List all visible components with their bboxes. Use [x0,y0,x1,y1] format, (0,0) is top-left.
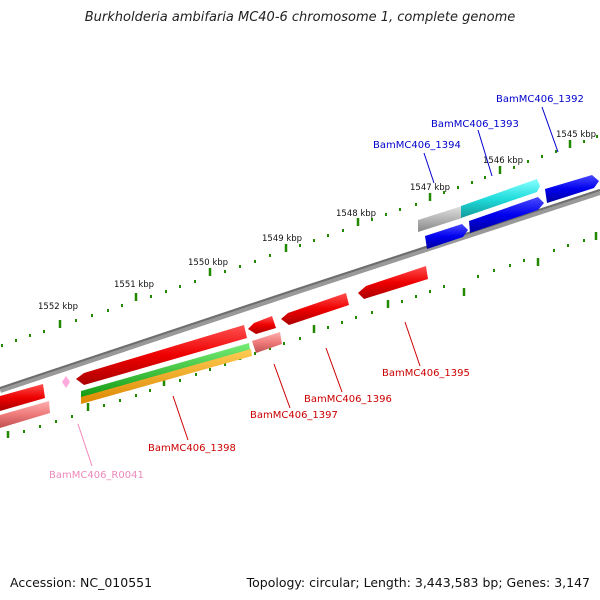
scale-label-1546: 1546 kbp [483,156,523,166]
leader-r0041 [77,423,93,467]
gene-feature-1395[interactable] [358,266,428,299]
inner-scale-ticks [6,232,598,438]
scale-label-1547: 1547 kbp [410,183,450,193]
gene-label-1392: BamMC406_1392 [496,94,584,105]
leader-1394 [423,152,435,184]
leader-1393 [477,129,493,177]
gene-label-r0041: BamMC406_R0041 [49,470,144,481]
genome-backbone-shade [0,189,600,389]
gene-label-1396: BamMC406_1396 [304,394,392,405]
gene-label-1397: BamMC406_1397 [250,410,338,421]
gene-feature-gray[interactable] [418,206,462,232]
scale-label-1550: 1550 kbp [188,258,228,268]
accession-text: Accession: NC_010551 [10,575,153,590]
gene-label-1395: BamMC406_1395 [382,368,470,379]
gene-feature-1394-upper[interactable] [425,224,468,249]
scale-label-1548: 1548 kbp [336,209,376,219]
gene-feature-1398[interactable] [76,325,247,385]
scale-label-1551: 1551 kbp [114,280,154,290]
gene-feature-1392[interactable] [545,175,599,203]
gene-feature-left-pink[interactable] [0,401,50,428]
gene-feature-r0041[interactable] [62,376,70,388]
leader-1397 [273,363,291,409]
gene-label-1394: BamMC406_1394 [373,140,461,151]
gene-label-1393: BamMC406_1393 [431,119,519,130]
leader-1398 [172,395,189,441]
gene-label-1398: BamMC406_1398 [148,443,236,454]
outer-scale-ticks [1,135,598,347]
genome-summary-text: Topology: circular; Length: 3,443,583 bp… [246,575,590,590]
gene-feature-1397[interactable] [248,316,276,334]
gene-feature-left-red[interactable] [0,384,45,411]
scale-label-1549: 1549 kbp [262,234,302,244]
gene-feature-1398-mrna[interactable] [81,349,252,404]
leader-1396 [325,347,343,393]
scale-label-1552: 1552 kbp [38,302,78,312]
genome-backbone [0,189,600,393]
gene-feature-1393[interactable] [461,179,540,218]
scale-label-1545: 1545 kbp [556,130,596,140]
leader-1395 [404,321,421,367]
leader-1392 [541,106,559,153]
gene-feature-blue-long[interactable] [469,197,544,233]
gene-feature-1396[interactable] [281,293,349,325]
gene-feature-1397-pink[interactable] [252,332,282,353]
map-title: Burkholderia ambifaria MC40-6 chromosome… [84,10,516,25]
gene-feature-1398-cds[interactable] [81,343,250,398]
